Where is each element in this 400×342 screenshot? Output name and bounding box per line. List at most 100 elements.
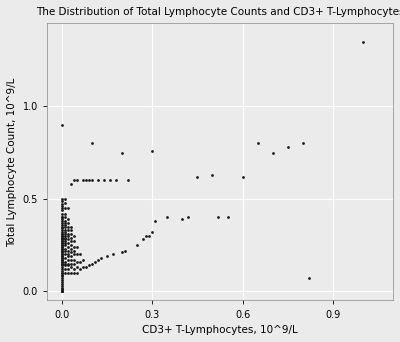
Title: The Distribution of Total Lymphocyte Counts and CD3+ T-Lymphocytes: The Distribution of Total Lymphocyte Cou… [36,7,400,17]
Point [59,229,65,235]
Point [59,203,65,209]
Point [59,239,65,244]
Point [59,255,65,261]
Point [65,251,71,257]
Point [62,233,68,238]
Point [65,257,71,263]
Point [68,261,74,266]
Point [59,237,65,242]
Point [71,244,77,250]
Point [224,214,231,220]
Point [62,248,68,253]
Point [149,148,156,154]
Point [59,251,65,257]
Point [59,211,65,216]
Point [62,205,68,211]
Point [59,270,65,276]
Point [125,177,131,183]
Point [62,266,68,272]
Point [65,233,71,238]
Point [119,150,125,155]
Point [65,244,71,250]
Point [59,257,65,263]
Point [62,263,68,268]
Point [59,261,65,266]
Point [59,277,65,283]
Point [62,196,68,201]
Point [59,227,65,233]
Point [89,261,95,266]
Point [59,248,65,253]
Point [71,270,77,276]
Point [59,196,65,201]
Point [65,248,71,253]
Point [59,216,65,222]
Point [59,289,65,294]
Point [77,259,83,264]
Point [59,274,65,279]
Point [59,287,65,292]
Point [59,266,65,272]
Point [107,177,113,183]
Point [74,244,80,250]
Point [59,289,65,294]
Point [77,266,83,272]
Point [59,224,65,229]
Point [62,211,68,216]
Point [80,264,86,270]
Point [59,218,65,224]
Point [59,283,65,288]
Point [68,257,74,263]
Point [59,222,65,227]
Point [77,251,83,257]
Point [59,270,65,276]
Point [152,218,158,224]
Point [65,216,71,222]
Point [62,222,68,227]
Point [74,251,80,257]
Point [89,141,95,146]
Point [59,207,65,213]
Point [59,242,65,248]
Point [59,233,65,238]
Point [59,122,65,128]
Point [68,264,74,270]
Point [59,244,65,250]
Point [62,237,68,242]
Point [59,264,65,270]
Point [86,177,92,183]
Point [59,268,65,274]
Point [65,237,71,242]
Point [59,250,65,255]
Point [59,237,65,242]
Point [74,264,80,270]
Point [59,257,65,263]
Point [68,242,74,248]
Point [98,255,104,261]
Point [62,218,68,224]
Point [59,281,65,287]
Point [59,248,65,253]
Point [86,263,92,268]
Point [65,266,71,272]
Point [59,220,65,226]
Point [74,259,80,264]
Point [68,231,74,237]
Point [59,253,65,259]
Point [59,202,65,207]
Point [74,270,80,276]
Point [59,253,65,259]
Point [92,259,98,264]
Point [62,255,68,261]
Point [113,177,119,183]
Point [59,231,65,237]
Point [71,177,77,183]
Point [59,272,65,277]
Point [59,279,65,285]
Point [71,248,77,253]
Point [254,141,261,146]
Point [80,177,86,183]
Point [68,253,74,259]
Y-axis label: Total Lymphocyte Count, 10^9/L: Total Lymphocyte Count, 10^9/L [7,77,17,247]
Point [59,239,65,244]
